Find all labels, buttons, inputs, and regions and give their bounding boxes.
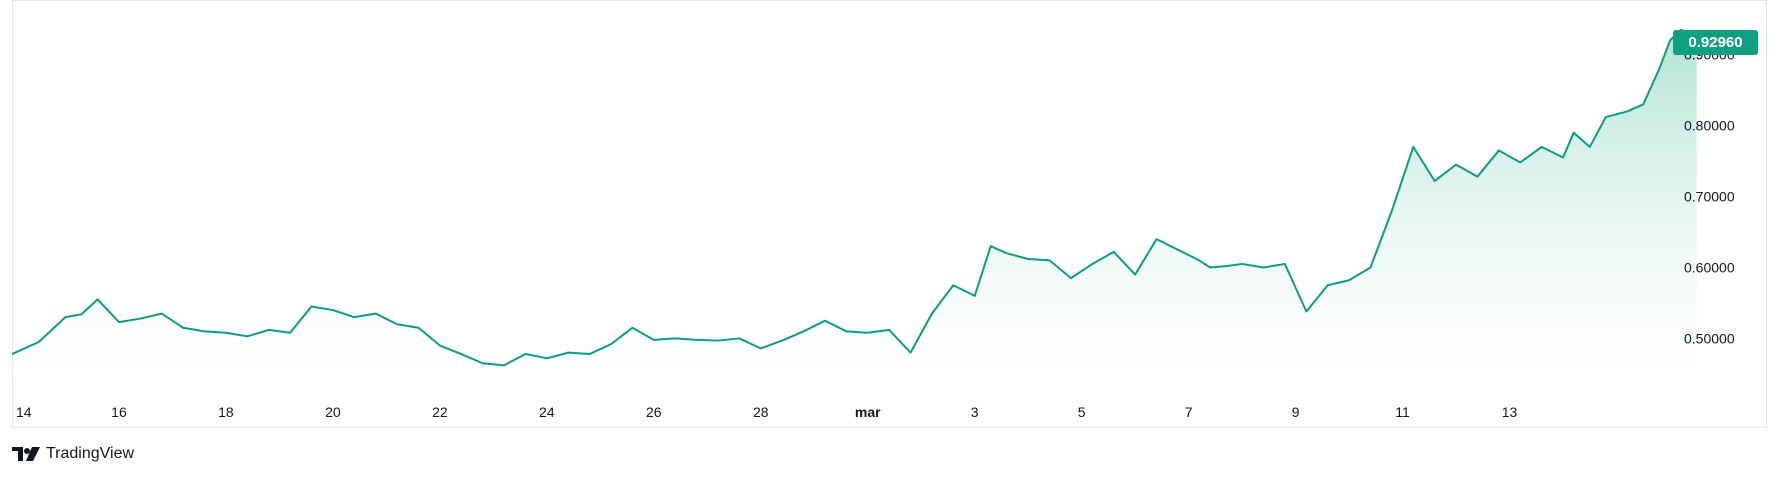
y-tick-label: 0.70000 <box>1684 189 1735 205</box>
last-price-label: 0.92960 <box>1688 34 1743 51</box>
x-tick-label: 13 <box>1502 404 1518 420</box>
price-area <box>12 29 1697 381</box>
x-tick-label: 9 <box>1292 404 1300 420</box>
x-tick-label: 14 <box>16 404 32 420</box>
x-tick-label: 28 <box>753 404 769 420</box>
x-tick-label: 11 <box>1395 404 1410 420</box>
y-tick-label: 0.50000 <box>1684 330 1735 346</box>
tradingview-name: TradingView <box>46 445 135 462</box>
y-tick-label: 0.80000 <box>1684 118 1735 134</box>
x-tick-label: 5 <box>1078 404 1086 420</box>
y-tick-label: 0.60000 <box>1684 259 1735 275</box>
x-tick-label: 18 <box>218 404 234 420</box>
x-tick-label: 22 <box>432 404 448 420</box>
last-price-badge: 0.92960 <box>1673 30 1758 55</box>
x-tick-label: mar <box>855 404 881 420</box>
x-tick-label: 20 <box>325 404 341 420</box>
price-line <box>11 28 1698 367</box>
tradingview-brand[interactable]: TradingView <box>12 444 134 464</box>
x-tick-label: 7 <box>1185 404 1193 420</box>
x-tick-label: 3 <box>971 404 979 420</box>
tradingview-logo-icon <box>12 447 40 461</box>
x-tick-label: 26 <box>646 404 662 420</box>
x-tick-label: 24 <box>539 404 555 420</box>
x-tick-label: 16 <box>111 404 127 420</box>
